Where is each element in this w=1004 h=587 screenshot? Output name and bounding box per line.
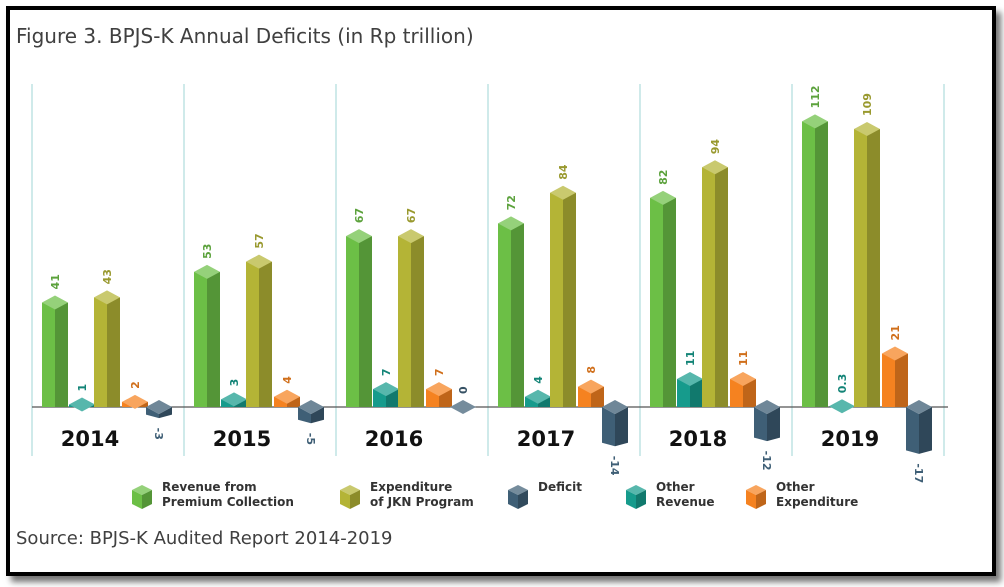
bar-expenditure — [246, 254, 272, 407]
bar-revenue — [346, 229, 372, 407]
cube-icon — [340, 485, 360, 509]
data-label: 4 — [532, 376, 545, 384]
cube-icon — [746, 485, 766, 509]
cube-icon — [132, 485, 152, 509]
data-label: 11 — [684, 351, 697, 366]
bar-other_revenue — [829, 399, 855, 414]
data-label: 11 — [737, 351, 750, 366]
data-label: -12 — [760, 451, 773, 471]
data-label: 67 — [353, 208, 366, 223]
data-label: 7 — [433, 368, 446, 376]
bar-expenditure — [398, 229, 424, 407]
data-label: 43 — [101, 269, 114, 284]
bar-expenditure — [854, 122, 880, 408]
data-label: -14 — [608, 456, 621, 476]
data-label: 0 — [457, 386, 470, 394]
data-label: -3 — [152, 428, 165, 440]
bar-other_expenditure — [122, 394, 148, 409]
bar-other_expenditure — [882, 346, 908, 407]
bar-deficit — [754, 400, 780, 442]
bar-other_revenue — [525, 389, 551, 407]
bar-other_revenue — [373, 382, 399, 407]
data-label: 4 — [281, 376, 294, 384]
category-label: 2014 — [61, 427, 119, 451]
bar-deficit — [298, 400, 324, 424]
bar-expenditure — [94, 290, 120, 407]
bar-other_expenditure — [274, 389, 300, 407]
data-label: 53 — [201, 244, 214, 259]
data-label: 109 — [861, 93, 874, 116]
data-label: 82 — [657, 170, 670, 185]
data-label: -17 — [912, 463, 925, 483]
data-label: 41 — [49, 274, 62, 289]
category-label: 2015 — [213, 427, 271, 451]
legend-label: Other Revenue — [656, 480, 715, 509]
bar-other_expenditure — [426, 382, 452, 407]
category-label: 2016 — [365, 427, 423, 451]
data-label: 1 — [76, 384, 89, 392]
bar-revenue — [498, 216, 524, 407]
bar-other_expenditure — [578, 379, 604, 407]
data-label: 57 — [253, 233, 266, 248]
cube-icon — [508, 485, 528, 509]
data-label: 2 — [129, 381, 142, 389]
bar-deficit — [146, 400, 172, 419]
data-label: 67 — [405, 208, 418, 223]
chart-legend: Revenue from Premium Collection Expenditur… — [130, 476, 890, 516]
legend-label: Other Expenditure — [776, 480, 859, 509]
bar-other_expenditure — [730, 371, 756, 407]
category-label: 2018 — [669, 427, 727, 451]
legend-label: Deficit — [538, 480, 582, 494]
data-label: 84 — [557, 164, 570, 180]
data-label: -5 — [304, 433, 317, 445]
bar-expenditure — [550, 185, 576, 407]
data-label: 0.3 — [836, 374, 849, 394]
data-label: 3 — [228, 379, 241, 387]
category-label: 2019 — [821, 427, 879, 451]
bar-expenditure — [702, 160, 728, 407]
legend-label: Expenditure of JKN Program — [370, 480, 474, 509]
data-label: 8 — [585, 366, 598, 374]
bar-other_revenue — [69, 397, 95, 412]
bar-revenue — [194, 264, 220, 407]
bar-other_revenue — [677, 371, 703, 407]
data-label: 7 — [380, 368, 393, 376]
bar-revenue — [42, 295, 68, 407]
category-label: 2017 — [517, 427, 575, 451]
bar-revenue — [650, 190, 676, 407]
bar-other_revenue — [221, 392, 247, 407]
data-label: 94 — [709, 139, 722, 155]
bar-revenue — [802, 114, 828, 408]
bar-deficit — [450, 400, 476, 414]
data-label: 21 — [889, 325, 902, 340]
bar-deficit — [602, 400, 628, 447]
bar-deficit — [906, 400, 932, 454]
data-label: 72 — [505, 195, 518, 210]
chart-title: Figure 3. BPJS-K Annual Deficits (in Rp … — [16, 24, 474, 48]
source-note: Source: BPJS-K Audited Report 2014-2019 — [16, 528, 393, 549]
cube-icon — [626, 485, 646, 509]
legend-label: Revenue from Premium Collection — [162, 480, 294, 509]
data-label: 112 — [809, 85, 822, 108]
